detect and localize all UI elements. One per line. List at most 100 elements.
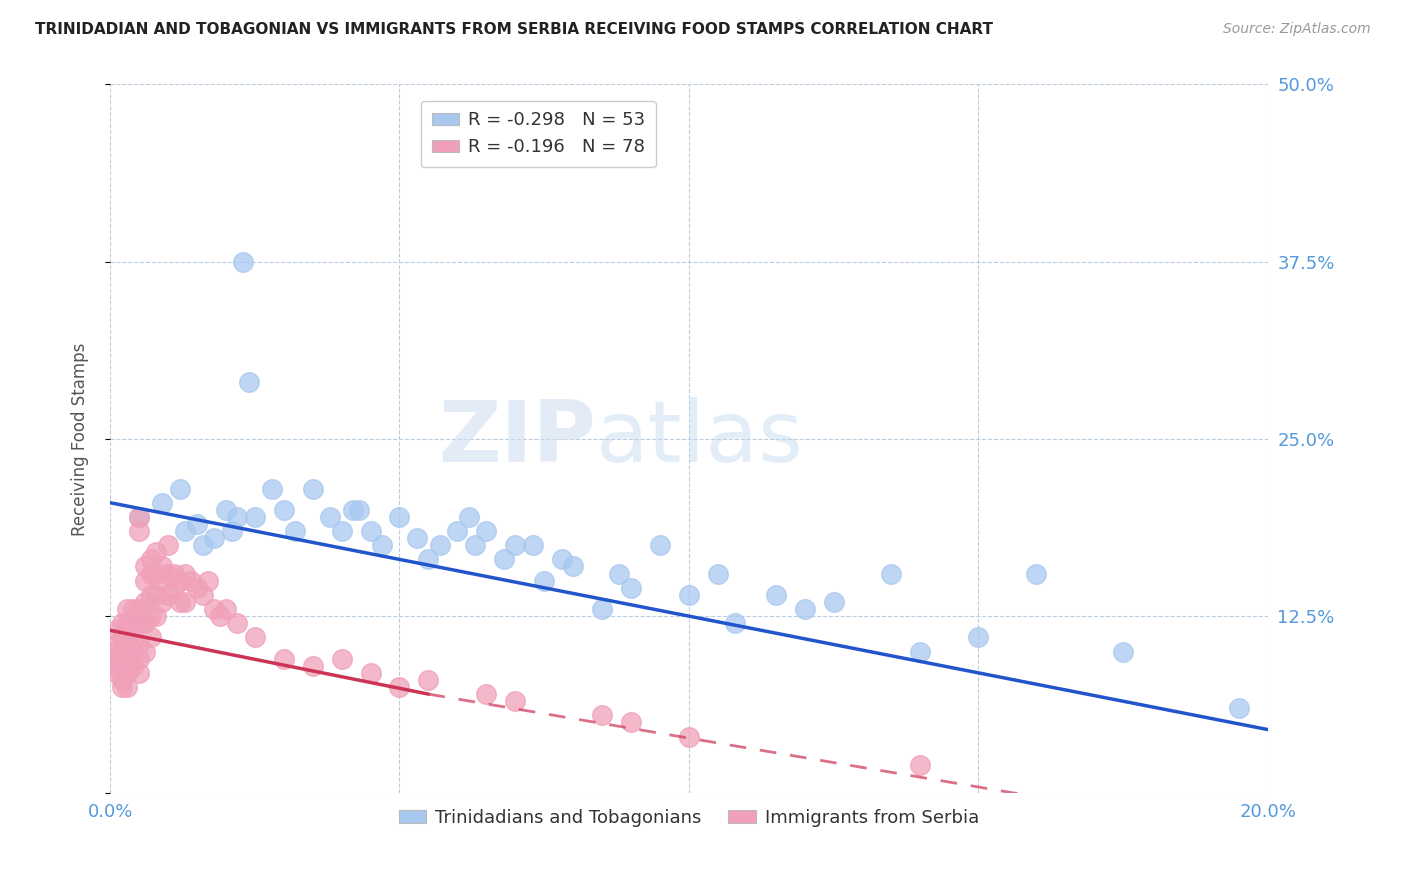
Point [418, 552, 440, 566]
Point [405, 531, 427, 545]
Point [156, 538, 179, 552]
Point [492, 552, 515, 566]
Point [134, 574, 156, 588]
Point [174, 524, 197, 538]
Point [169, 482, 191, 496]
Point [503, 694, 526, 708]
Point [186, 516, 208, 531]
Point [360, 665, 382, 680]
Point [150, 574, 173, 588]
Point [342, 503, 364, 517]
Point [128, 524, 150, 538]
Point [765, 588, 787, 602]
Point [186, 581, 208, 595]
Point [209, 609, 232, 624]
Point [967, 631, 990, 645]
Point [163, 566, 186, 581]
Point [707, 566, 730, 581]
Point [429, 538, 451, 552]
Point [145, 566, 167, 581]
Point [620, 581, 643, 595]
Point [156, 566, 179, 581]
Point [117, 624, 139, 638]
Point [678, 588, 700, 602]
Text: TRINIDADIAN AND TOBAGONIAN VS IMMIGRANTS FROM SERBIA RECEIVING FOOD STAMPS CORRE: TRINIDADIAN AND TOBAGONIAN VS IMMIGRANTS… [35, 22, 993, 37]
Point [134, 559, 156, 574]
Point [1112, 644, 1135, 658]
Point [360, 524, 382, 538]
Point [273, 503, 295, 517]
Point [117, 680, 139, 694]
Point [522, 538, 544, 552]
Point [330, 524, 353, 538]
Point [533, 574, 555, 588]
Point [145, 545, 167, 559]
Point [215, 602, 238, 616]
Point [174, 566, 197, 581]
Point [104, 665, 127, 680]
Point [139, 631, 162, 645]
Point [139, 588, 162, 602]
Point [388, 680, 411, 694]
Point [1227, 701, 1250, 715]
Point [122, 602, 145, 616]
Point [232, 254, 254, 268]
Point [475, 687, 498, 701]
Point [128, 651, 150, 665]
Point [139, 552, 162, 566]
Point [464, 538, 486, 552]
Point [104, 651, 127, 665]
Point [134, 616, 156, 631]
Point [98, 644, 121, 658]
Text: atlas: atlas [596, 398, 804, 481]
Point [221, 524, 243, 538]
Point [301, 658, 323, 673]
Point [226, 616, 249, 631]
Point [823, 595, 845, 609]
Point [111, 644, 134, 658]
Point [111, 673, 134, 687]
Point [238, 375, 260, 389]
Point [122, 616, 145, 631]
Point [117, 616, 139, 631]
Point [122, 658, 145, 673]
Point [145, 609, 167, 624]
Point [243, 509, 266, 524]
Point [262, 482, 284, 496]
Point [139, 609, 162, 624]
Point [648, 538, 671, 552]
Point [191, 538, 214, 552]
Text: Source: ZipAtlas.com: Source: ZipAtlas.com [1223, 22, 1371, 37]
Point [117, 665, 139, 680]
Point [724, 616, 747, 631]
Point [169, 595, 191, 609]
Point [111, 631, 134, 645]
Point [446, 524, 468, 538]
Point [197, 574, 219, 588]
Point [562, 559, 585, 574]
Point [202, 602, 225, 616]
Text: ZIP: ZIP [439, 398, 596, 481]
Point [591, 602, 613, 616]
Point [202, 531, 225, 545]
Point [620, 715, 643, 730]
Point [145, 588, 167, 602]
Point [910, 644, 932, 658]
Point [117, 602, 139, 616]
Point [122, 644, 145, 658]
Point [180, 574, 202, 588]
Point [793, 602, 815, 616]
Point [128, 638, 150, 652]
Point [98, 658, 121, 673]
Point [174, 595, 197, 609]
Point [301, 482, 323, 496]
Point [150, 559, 173, 574]
Point [503, 538, 526, 552]
Point [458, 509, 481, 524]
Point [134, 644, 156, 658]
Point [111, 658, 134, 673]
Point [191, 588, 214, 602]
Point [117, 651, 139, 665]
Point [284, 524, 307, 538]
Y-axis label: Receiving Food Stamps: Receiving Food Stamps [72, 343, 89, 535]
